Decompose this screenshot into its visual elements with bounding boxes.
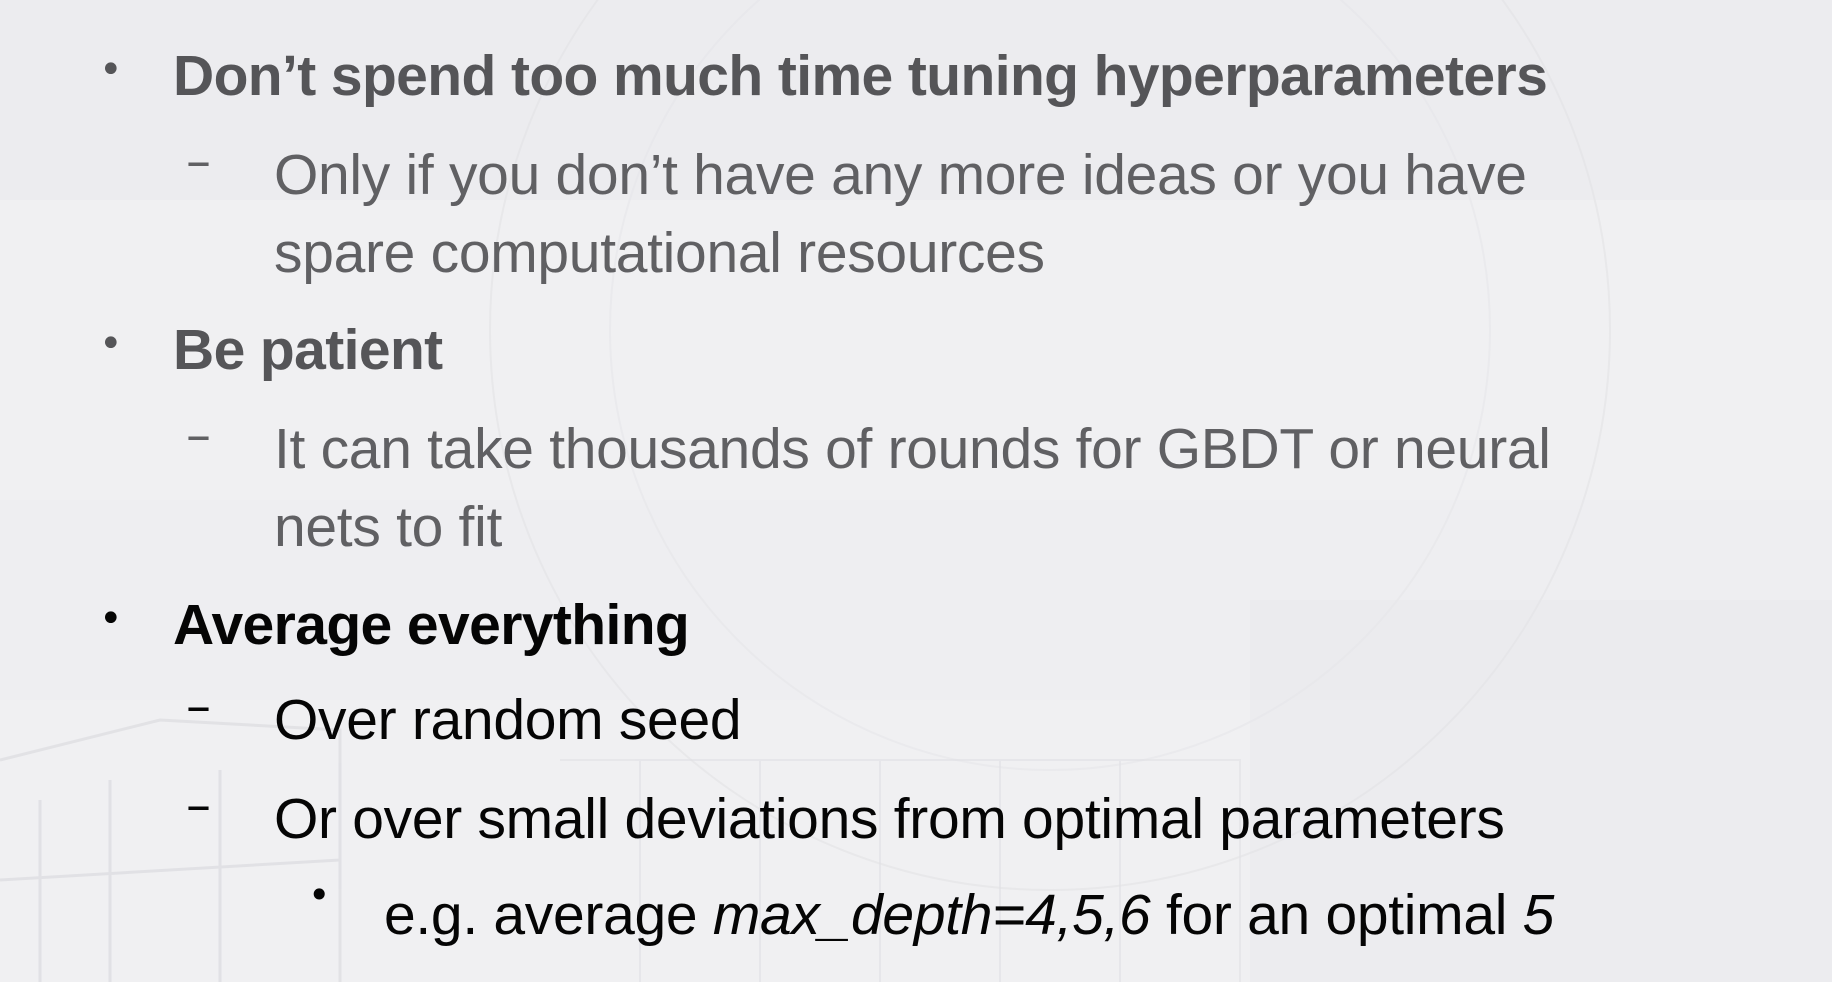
sub-item-ideas: – Only if you don’t have any more ideas … <box>186 136 1527 292</box>
bullet-text: Be patient <box>173 318 443 382</box>
sub-item-line-1: Or over small deviations from optimal pa… <box>274 787 1505 851</box>
example-middle: for an optimal <box>1150 883 1523 947</box>
example-text: e.g. average max_depth=4,5,6 for an opti… <box>384 876 1554 954</box>
dash-marker: – <box>186 132 211 190</box>
bullet-marker: • <box>99 47 123 93</box>
sub-item-line-2: nets to fit <box>274 495 502 559</box>
sub-item-random-seed: – Over random seed <box>186 681 742 759</box>
bullet-average-everything: • Average everything <box>99 597 690 654</box>
sub-sub-item-example: • e.g. average max_depth=4,5,6 for an op… <box>308 876 1554 954</box>
example-param: max_depth=4,5,6 <box>712 883 1151 947</box>
bullet-text: Average everything <box>173 593 690 657</box>
sub-item-line-2: spare computational resources <box>274 221 1045 285</box>
dash-marker: – <box>186 776 211 834</box>
sub-item-line-1: It can take thousands of rounds for GBDT… <box>274 417 1551 481</box>
bullet-marker: • <box>99 321 123 367</box>
example-value: 5 <box>1522 883 1555 947</box>
sub-item-rounds: – It can take thousands of rounds for GB… <box>186 410 1551 566</box>
bullet-hyperparameters: • Don’t spend too much time tuning hyper… <box>99 48 1548 105</box>
bullet-be-patient: • Be patient <box>99 322 443 379</box>
sub-item-line-1: Only if you don’t have any more ideas or… <box>274 143 1527 207</box>
bullet-marker: • <box>308 873 331 917</box>
dash-marker: – <box>186 677 211 735</box>
dash-marker: – <box>186 406 211 464</box>
bullet-marker: • <box>99 596 123 642</box>
sub-item-deviations: – Or over small deviations from optimal … <box>186 780 1505 858</box>
example-prefix: e.g. average <box>384 883 713 947</box>
sub-item-line-1: Over random seed <box>274 688 742 752</box>
bullet-text: Don’t spend too much time tuning hyperpa… <box>173 44 1548 108</box>
